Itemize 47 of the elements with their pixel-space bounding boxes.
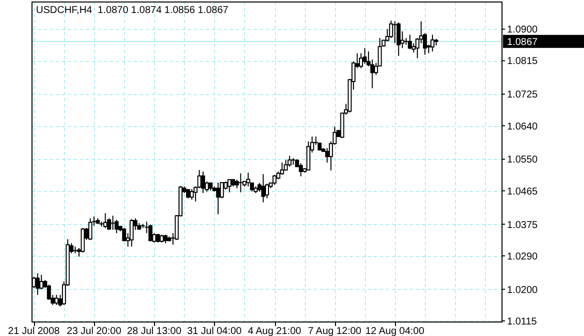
y-tick-label: 1.0200 bbox=[507, 284, 538, 296]
candlestick bbox=[148, 224, 152, 242]
candlestick bbox=[114, 219, 119, 234]
candlestick bbox=[39, 274, 44, 290]
candlestick bbox=[103, 212, 108, 228]
x-tick-label: 4 Aug 21:00 bbox=[248, 326, 302, 336]
candlestick bbox=[246, 172, 250, 187]
y-tick-label: 1.0375 bbox=[507, 220, 538, 231]
y-tick-label: 1.0465 bbox=[507, 186, 538, 198]
x-tick-label: 7 Aug 12:00 bbox=[308, 326, 362, 336]
candlestick bbox=[430, 34, 434, 52]
y-tick-label: 1.0115 bbox=[507, 316, 538, 328]
x-tick-label: 31 Jul 04:00 bbox=[187, 326, 242, 336]
candlestick bbox=[36, 272, 40, 296]
x-tick-label: 23 Jul 20:00 bbox=[66, 326, 122, 336]
candlestick bbox=[216, 182, 220, 215]
candlestick bbox=[88, 218, 92, 240]
candlestick bbox=[227, 178, 232, 193]
candlestick bbox=[392, 20, 397, 44]
ref-line-label: 1.0867 bbox=[507, 36, 538, 48]
candlestick bbox=[238, 172, 243, 193]
y-tick-label: 1.0900 bbox=[507, 24, 538, 36]
candlestick bbox=[306, 140, 310, 171]
candlestick bbox=[190, 188, 194, 200]
x-tick-label: 28 Jul 13:00 bbox=[126, 326, 182, 336]
candlestick bbox=[288, 155, 292, 168]
candlestick bbox=[408, 34, 412, 50]
candlestick bbox=[284, 159, 288, 171]
candlestick bbox=[130, 218, 134, 248]
candlestick bbox=[261, 174, 266, 203]
chart-title: USDCHF,H4 1.0870 1.0874 1.0856 1.0867 bbox=[36, 5, 229, 16]
y-tick-label: 1.0290 bbox=[507, 251, 538, 262]
candlestick bbox=[272, 174, 277, 186]
candlestick bbox=[54, 294, 58, 306]
y-tick-label: 1.0725 bbox=[507, 90, 538, 101]
y-tick-label: 1.0640 bbox=[507, 121, 538, 132]
x-tick-label: 12 Aug 04:00 bbox=[365, 326, 425, 336]
candlestick bbox=[298, 162, 303, 177]
candlestick bbox=[362, 48, 367, 64]
candlestick bbox=[201, 170, 206, 194]
y-tick-label: 1.0550 bbox=[507, 154, 538, 166]
candlestick bbox=[110, 215, 115, 230]
candlestick bbox=[280, 162, 284, 176]
candlestick bbox=[80, 227, 85, 253]
x-tick-label: 21 Jul 2008 bbox=[8, 326, 60, 336]
y-tick-label: 1.0815 bbox=[507, 56, 538, 68]
candlestick bbox=[396, 22, 401, 56]
